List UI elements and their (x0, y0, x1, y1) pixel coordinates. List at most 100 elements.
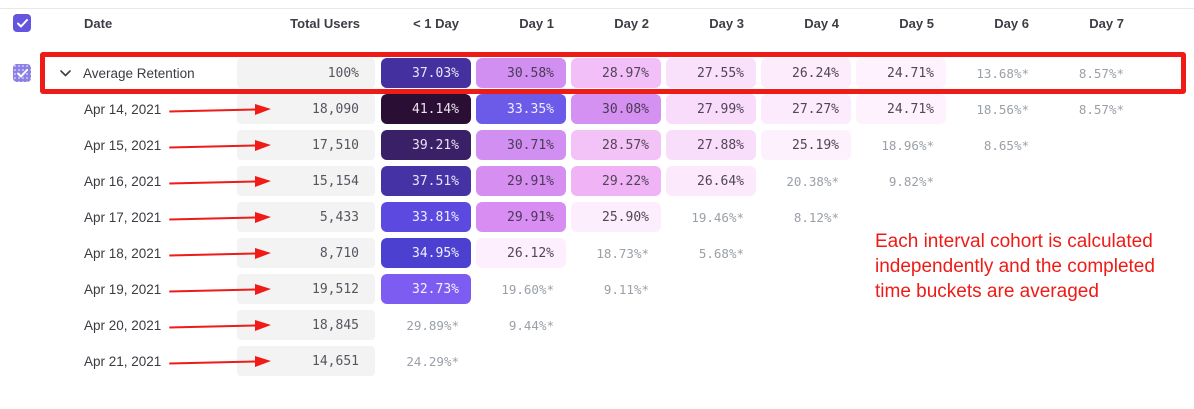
empty-cell (1046, 310, 1136, 340)
cohort-table: Average Retention 100% 37.03% 30.58% 28.97% 2… (0, 55, 1136, 379)
retention-value-cell[interactable]: 30.71% (476, 130, 566, 160)
total-users-cell: 100% (237, 58, 375, 88)
retention-value-cell[interactable]: 27.27% (761, 94, 851, 124)
retention-value-cell: 20.38%* (786, 173, 839, 189)
retention-value-cell[interactable]: 30.08% (571, 94, 661, 124)
empty-cell (571, 346, 661, 376)
table-top-divider (0, 8, 1194, 9)
retention-value-cell[interactable]: 33.35% (476, 94, 566, 124)
column-header-day-4: Day 4 (804, 15, 839, 31)
retention-value-cell[interactable]: 26.64% (666, 166, 756, 196)
retention-value-cell: 24.29%* (406, 353, 459, 369)
retention-value-cell[interactable]: 37.03% (381, 58, 471, 88)
retention-value-cell[interactable]: 26.24% (761, 58, 851, 88)
total-users-cell: 5,433 (237, 202, 375, 232)
retention-value-cell: 9.82%* (888, 173, 934, 189)
average-retention-row: Average Retention 100% 37.03% 30.58% 28.97% 2… (0, 55, 1136, 91)
header-checkbox-cell (0, 14, 40, 32)
retention-value-cell[interactable]: 25.19% (761, 130, 851, 160)
annotation-note: Each interval cohort is calculated indep… (875, 231, 1155, 302)
table-header-row: Date Total Users < 1 Day Day 1 Day 2 Day 3 Day… (0, 9, 1136, 37)
retention-value-cell: 9.11%* (603, 281, 649, 297)
retention-value-cell[interactable]: 24.71% (856, 58, 946, 88)
retention-value-cell: 18.56%* (976, 101, 1029, 117)
retention-value-cell[interactable]: 27.99% (666, 94, 756, 124)
table-row: Apr 14, 2021 18,090 41.14% 33.35% 30.08% 27.9… (0, 91, 1136, 127)
column-header--1-day: < 1 Day (413, 15, 459, 31)
retention-value-cell: 8.12%* (793, 209, 839, 225)
empty-cell (856, 346, 946, 376)
retention-value-cell: 19.60%* (501, 281, 554, 297)
date-label: Apr 19, 2021 (84, 281, 162, 297)
retention-value-cell[interactable]: 29.91% (476, 202, 566, 232)
total-users-cell: 19,512 (237, 274, 375, 304)
empty-cell (951, 310, 1041, 340)
column-header-day-5: Day 5 (899, 15, 934, 31)
retention-value-cell[interactable]: 39.21% (381, 130, 471, 160)
date-label: Apr 16, 2021 (84, 173, 162, 189)
column-header-date: Date (84, 15, 113, 31)
date-cell: Apr 18, 2021 (40, 246, 236, 261)
retention-value-cell[interactable]: 27.55% (666, 58, 756, 88)
empty-cell (1046, 202, 1136, 232)
total-users-cell: 14,651 (237, 346, 375, 376)
date-label: Apr 14, 2021 (84, 101, 162, 117)
retention-value-cell: 18.96%* (881, 137, 934, 153)
empty-cell (1046, 166, 1136, 196)
retention-value-cell[interactable]: 37.51% (381, 166, 471, 196)
retention-value-cell[interactable]: 32.73% (381, 274, 471, 304)
retention-value-cell: 5.68%* (698, 245, 744, 261)
table-row: Apr 20, 2021 18,845 29.89%* 9.44%* (0, 307, 1136, 343)
table-row: Apr 21, 2021 14,651 24.29%* (0, 343, 1136, 379)
empty-cell (951, 166, 1041, 196)
empty-cell (761, 310, 851, 340)
retention-value-cell[interactable]: 26.12% (476, 238, 566, 268)
retention-value-cell[interactable]: 28.97% (571, 58, 661, 88)
empty-cell (951, 346, 1041, 376)
retention-value-cell: 8.57%* (1078, 65, 1124, 81)
date-cell: Apr 16, 2021 (40, 174, 236, 189)
empty-cell (666, 274, 756, 304)
empty-cell (856, 202, 946, 232)
row-label: Average Retention (83, 65, 195, 81)
retention-value-cell[interactable]: 29.22% (571, 166, 661, 196)
total-users-cell: 17,510 (237, 130, 375, 160)
empty-cell (761, 346, 851, 376)
column-header-day-1: Day 1 (519, 15, 554, 31)
total-users-cell: 8,710 (237, 238, 375, 268)
column-header-day-2: Day 2 (614, 15, 649, 31)
empty-cell (476, 346, 566, 376)
retention-value-cell[interactable]: 29.91% (476, 166, 566, 196)
date-label: Apr 20, 2021 (84, 317, 162, 333)
empty-cell (761, 274, 851, 304)
row-checkbox-cell (0, 64, 40, 82)
empty-cell (666, 310, 756, 340)
check-icon (16, 68, 28, 77)
retention-value-cell[interactable]: 27.88% (666, 130, 756, 160)
retention-value-cell: 9.44%* (508, 317, 554, 333)
table-row: Apr 15, 2021 17,510 39.21% 30.71% 28.57% 27.8… (0, 127, 1136, 163)
date-label: Apr 18, 2021 (84, 245, 162, 261)
empty-cell (951, 202, 1041, 232)
retention-value-cell[interactable]: 41.14% (381, 94, 471, 124)
retention-value-cell[interactable]: 24.71% (856, 94, 946, 124)
row-checkbox[interactable] (13, 64, 31, 82)
retention-value-cell[interactable]: 33.81% (381, 202, 471, 232)
date-cell: Apr 14, 2021 (40, 102, 236, 117)
retention-value-cell[interactable]: 25.90% (571, 202, 661, 232)
total-users-cell: 18,845 (237, 310, 375, 340)
column-header-day-6: Day 6 (994, 15, 1029, 31)
retention-value-cell[interactable]: 34.95% (381, 238, 471, 268)
empty-cell (1046, 346, 1136, 376)
retention-value-cell: 29.89%* (406, 317, 459, 333)
chevron-down-icon[interactable] (60, 69, 71, 77)
retention-value-cell: 18.73%* (596, 245, 649, 261)
retention-value-cell[interactable]: 28.57% (571, 130, 661, 160)
retention-value-cell: 13.68%* (976, 65, 1029, 81)
empty-cell (761, 238, 851, 268)
select-all-checkbox[interactable] (13, 14, 31, 32)
check-icon (16, 18, 28, 27)
retention-value-cell[interactable]: 30.58% (476, 58, 566, 88)
average-retention-label-cell: Average Retention (40, 66, 236, 81)
